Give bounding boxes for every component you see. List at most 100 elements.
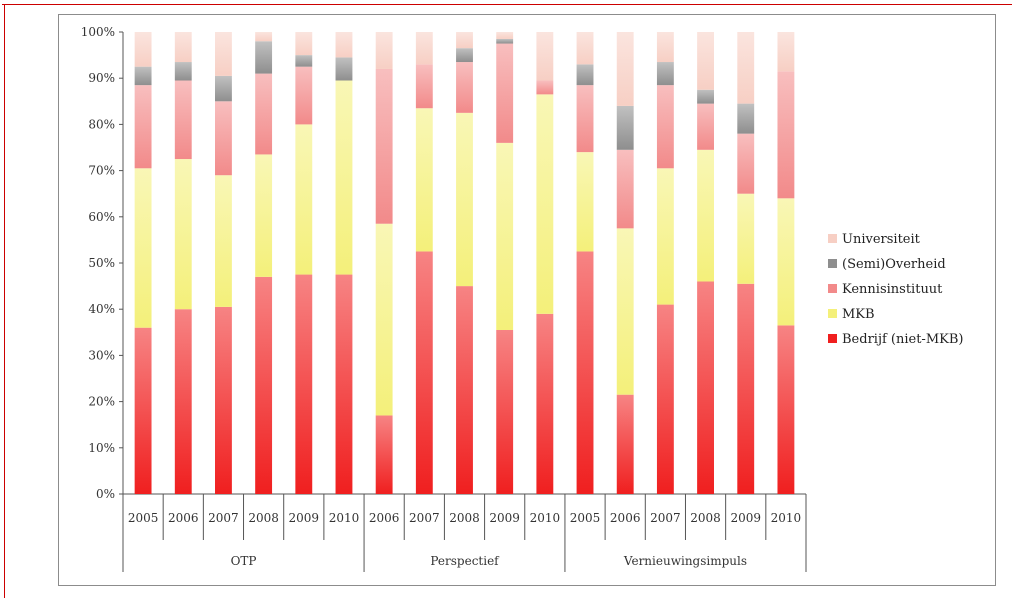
- bar-segment: [174, 32, 192, 63]
- y-tick-label: 100%: [81, 25, 115, 39]
- x-tick-label: 2008: [690, 511, 721, 525]
- y-tick-label: 60%: [88, 210, 115, 224]
- x-tick-label: 2007: [650, 511, 681, 525]
- bar-segment: [576, 32, 594, 65]
- bar-segment: [255, 41, 273, 74]
- bar-segment: [375, 32, 393, 69]
- bar-segment: [697, 281, 714, 494]
- bar-segment: [737, 193, 755, 284]
- bar-segment: [737, 283, 755, 494]
- y-tick-label: 10%: [88, 441, 115, 455]
- legend-swatch: [828, 334, 837, 343]
- bar-segment: [737, 32, 755, 104]
- bar-segment: [215, 175, 232, 307]
- x-tick-label: 2007: [208, 511, 239, 525]
- bar-segment: [496, 32, 514, 39]
- bar-segment: [777, 325, 795, 494]
- y-tick-label: 30%: [88, 348, 115, 362]
- bar-segment: [415, 108, 433, 252]
- x-tick-label: 2006: [168, 511, 199, 525]
- frame-left-border: [4, 4, 5, 598]
- bar-segment: [174, 309, 192, 494]
- frame-top-border: [2, 4, 1012, 5]
- bar-segment: [697, 149, 714, 282]
- bar-segment: [134, 85, 152, 169]
- bar-segment: [616, 394, 634, 494]
- y-tick-label: 20%: [88, 395, 115, 409]
- bar-segment: [134, 327, 152, 494]
- bar-segment: [215, 75, 232, 102]
- bar-segment: [375, 415, 393, 494]
- bar-segment: [777, 32, 795, 72]
- y-tick-label: 0%: [96, 487, 115, 501]
- bar-segment: [576, 152, 594, 252]
- bar-segment: [415, 32, 433, 65]
- bar-segment: [174, 159, 192, 310]
- bar-segment: [576, 64, 594, 86]
- legend-swatch: [828, 284, 837, 293]
- bar-segment: [697, 89, 714, 104]
- x-tick-label: 2007: [409, 511, 440, 525]
- bar-segment: [295, 55, 313, 67]
- bar-segment: [456, 32, 473, 49]
- bar-segment: [576, 251, 594, 494]
- bar-segment: [215, 306, 232, 494]
- legend-swatch: [828, 259, 837, 268]
- legend-label: Bedrijf (niet-MKB): [842, 332, 963, 347]
- bar-segment: [255, 154, 273, 277]
- bar-segment: [536, 94, 554, 314]
- group-label: OTP: [231, 554, 257, 568]
- bar-segment: [415, 64, 433, 109]
- bar-segment: [777, 71, 795, 199]
- bar-segment: [656, 304, 674, 494]
- bar-segment: [656, 85, 674, 169]
- bar-segment: [536, 32, 554, 81]
- bar-segment: [174, 80, 192, 160]
- bar-segment: [496, 329, 514, 494]
- legend-label: MKB: [842, 307, 875, 322]
- stacked-bar-chart: 0% 10% 20% 30% 40% 50% 60% 70% 80% 90% 100% 2005 200…: [81, 25, 963, 572]
- bar-segment: [616, 149, 634, 229]
- bar-segment: [134, 168, 152, 328]
- bar-segment: [456, 62, 473, 113]
- bar-segment: [777, 198, 795, 326]
- bar-segment: [335, 57, 353, 81]
- bar-segment: [456, 112, 473, 287]
- bar-segment: [496, 142, 514, 330]
- group-label: Vernieuwingsimpuls: [623, 554, 747, 568]
- x-tick-label: 2010: [329, 511, 360, 525]
- bar-segment: [375, 223, 393, 416]
- bar-segment: [375, 68, 393, 224]
- bar-segment: [616, 105, 634, 150]
- x-tick-label: 2009: [730, 511, 761, 525]
- bar-segment: [536, 80, 554, 95]
- group-label: Perspectief: [430, 554, 500, 568]
- legend-swatch: [828, 234, 837, 243]
- bar-segment: [295, 66, 313, 125]
- x-tick-label: 2009: [489, 511, 520, 525]
- bar-segment: [134, 32, 152, 67]
- bar-segment: [415, 251, 433, 494]
- x-tick-label: 2009: [289, 511, 320, 525]
- x-tick-label: 2010: [530, 511, 561, 525]
- bar-segment: [656, 62, 674, 86]
- bar-segment: [496, 38, 514, 44]
- bar-segment: [335, 274, 353, 494]
- bar-segment: [576, 85, 594, 153]
- bar-segment: [174, 62, 192, 81]
- bar-segment: [616, 32, 634, 106]
- bar-segment: [134, 66, 152, 86]
- bar-segment: [215, 32, 232, 76]
- bar-segment: [295, 274, 313, 494]
- bar-segment: [697, 103, 714, 150]
- x-tick-label: 2010: [771, 511, 802, 525]
- bar-segment: [656, 168, 674, 305]
- bar-segment: [536, 313, 554, 494]
- x-tick-label: 2008: [449, 511, 480, 525]
- y-tick-label: 70%: [88, 164, 115, 178]
- bar-segment: [737, 103, 755, 134]
- bar-segment: [295, 32, 313, 56]
- bar-segment: [456, 48, 473, 63]
- chart-container: 0% 10% 20% 30% 40% 50% 60% 70% 80% 90% 100% 2005 200…: [58, 14, 996, 586]
- bar-segment: [456, 286, 473, 494]
